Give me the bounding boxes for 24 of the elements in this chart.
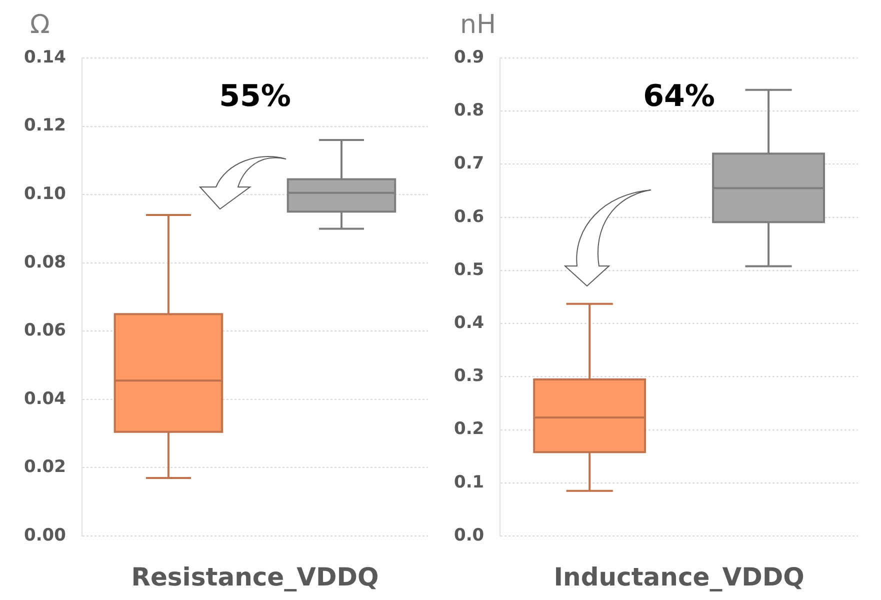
y-tick-label: 0.04 <box>24 388 66 409</box>
y-tick-label: 0.14 <box>24 47 66 68</box>
y-tick-label: 0.0 <box>454 525 484 546</box>
y-tick-label: 0.1 <box>454 472 484 492</box>
y-axis-title: nH <box>460 10 496 40</box>
y-tick-label: 0.5 <box>454 260 484 280</box>
y-tick-label: 0.00 <box>24 525 66 546</box>
y-tick-label: 0.2 <box>454 419 484 440</box>
y-tick-label: 0.06 <box>24 320 66 341</box>
y-axis-title: Ω <box>30 10 50 40</box>
y-tick-label: 0.08 <box>24 252 66 272</box>
y-tick-label: 0.7 <box>454 154 484 174</box>
y-tick-label: 0.8 <box>454 100 484 121</box>
y-tick-label: 0.10 <box>24 184 66 204</box>
y-tick-label: 0.12 <box>24 116 66 136</box>
y-tick-label: 0.02 <box>24 457 66 478</box>
x-axis-title: Resistance_VDDQ <box>131 562 379 592</box>
y-tick-label: 0.9 <box>454 47 484 68</box>
y-tick-label: 0.3 <box>454 366 484 386</box>
annotation: 55% <box>219 79 291 114</box>
x-axis-title: Inductance_VDDQ <box>554 562 804 592</box>
annotation: 64% <box>643 79 715 114</box>
y-tick-label: 0.4 <box>454 312 484 333</box>
y-tick-label: 0.6 <box>454 206 484 227</box>
